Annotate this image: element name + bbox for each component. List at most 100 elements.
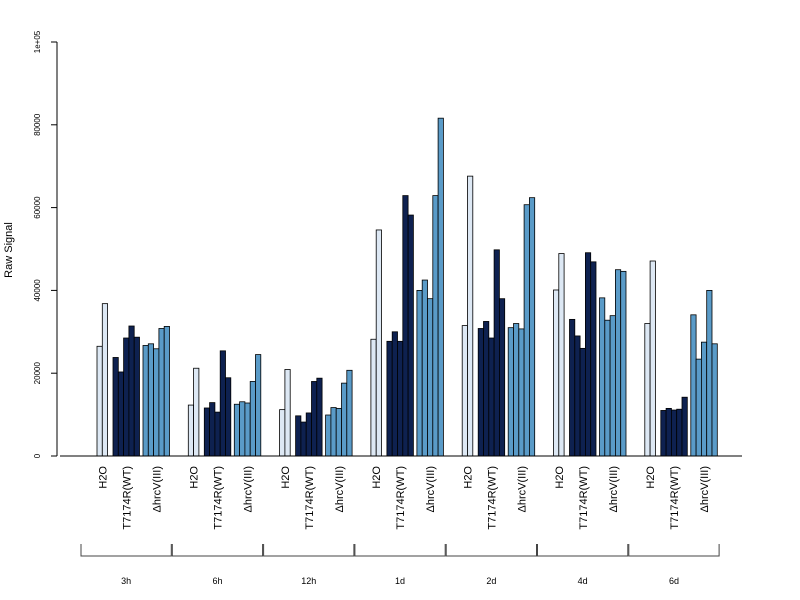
bar [695, 358, 702, 457]
treatment-label: ΔhrcV(III) [151, 466, 163, 512]
bar [214, 411, 221, 457]
bar [569, 318, 576, 457]
treatment-label: T7174R(WT) [486, 466, 498, 530]
treatment-label: ΔhrcV(III) [699, 466, 711, 512]
bar [615, 269, 622, 457]
bar [233, 403, 241, 457]
timepoint-bracket [445, 544, 537, 557]
timepoint-bracket [628, 544, 720, 557]
timepoint-label: 3h [121, 576, 131, 586]
bar [153, 348, 160, 457]
treatment-label: H2O [97, 466, 109, 489]
bar [147, 343, 155, 457]
treatment-label: H2O [371, 466, 383, 489]
bar [255, 354, 262, 457]
bar [300, 421, 307, 457]
bar [101, 303, 109, 457]
timepoint-bracket [354, 544, 446, 557]
bar [311, 381, 318, 457]
treatment-label: T7174R(WT) [578, 466, 590, 530]
treatment-label: T7174R(WT) [395, 466, 407, 530]
bar [553, 289, 560, 457]
bar [330, 407, 337, 457]
bar [513, 323, 520, 457]
bar [335, 407, 342, 457]
bar [701, 341, 708, 457]
treatment-label: ΔhrcV(III) [425, 466, 437, 512]
bar [193, 367, 200, 457]
bar [249, 381, 256, 457]
timepoint-bracket [537, 544, 629, 557]
y-tick-label: 20000 [33, 362, 42, 385]
bar [397, 340, 404, 457]
treatment-label: H2O [645, 466, 657, 489]
bar [375, 229, 382, 457]
bar [579, 347, 586, 457]
bar [711, 343, 718, 457]
bar [142, 345, 149, 457]
bar [402, 195, 409, 457]
bar [518, 328, 525, 457]
bar [498, 298, 506, 457]
y-tick-label: 1e+05 [33, 30, 42, 53]
bar [341, 382, 348, 457]
bar [483, 321, 490, 457]
bar [690, 314, 697, 457]
bar [391, 331, 398, 457]
treatment-label: ΔhrcV(III) [334, 466, 346, 512]
bar [225, 377, 232, 457]
bar [133, 336, 140, 457]
bar [706, 289, 713, 457]
bar [407, 214, 414, 457]
bar [416, 289, 423, 457]
bar [681, 396, 688, 457]
treatment-label: T7174R(WT) [669, 466, 681, 530]
bar [325, 414, 332, 457]
timepoint-bracket [80, 544, 172, 557]
y-tick-label: 80000 [33, 113, 42, 136]
treatment-label: ΔhrcV(III) [243, 466, 255, 512]
treatment-label: H2O [554, 466, 566, 489]
bar [316, 377, 323, 457]
bar [649, 260, 656, 457]
bar [346, 369, 353, 457]
bar [558, 253, 565, 457]
bar [421, 279, 428, 457]
bar [493, 249, 500, 457]
treatment-label: ΔhrcV(III) [608, 466, 620, 512]
bar [370, 338, 377, 457]
bar [523, 204, 530, 457]
bar [284, 369, 291, 457]
bar [295, 415, 302, 457]
bar [239, 401, 246, 457]
group-labels: H2O T7174R(WT) ΔhrcV(III) H2O T7174R(WT) Δhrc… [97, 466, 711, 530]
timepoint-label: 6d [669, 576, 679, 586]
bar [574, 335, 581, 457]
timepoint-brackets: 3h 6h 12h 1d 2d 4d 6d [80, 544, 720, 586]
bar [609, 315, 616, 457]
bar [279, 409, 286, 457]
bar [427, 298, 434, 457]
bar [467, 175, 474, 457]
timepoint-bracket [263, 544, 355, 557]
bar [117, 371, 125, 457]
y-axis: 0 20000 40000 60000 80000 1e+05 [33, 30, 58, 458]
bar [585, 252, 592, 457]
treatment-label: ΔhrcV(III) [516, 466, 528, 512]
y-axis-label: Raw Signal [3, 222, 15, 278]
bar [529, 197, 536, 457]
y-tick-label: 0 [33, 453, 42, 458]
timepoint-bracket [171, 544, 264, 557]
bar [590, 261, 597, 457]
timepoint-label: 12h [301, 576, 316, 586]
y-tick-label: 60000 [33, 196, 42, 219]
bar [665, 407, 672, 457]
bar [219, 350, 226, 457]
treatment-label: T7174R(WT) [304, 466, 316, 530]
treatment-label: T7174R(WT) [121, 466, 133, 530]
treatment-label: T7174R(WT) [213, 466, 225, 530]
bar [604, 319, 611, 457]
bar [187, 404, 195, 457]
bar [244, 402, 251, 457]
